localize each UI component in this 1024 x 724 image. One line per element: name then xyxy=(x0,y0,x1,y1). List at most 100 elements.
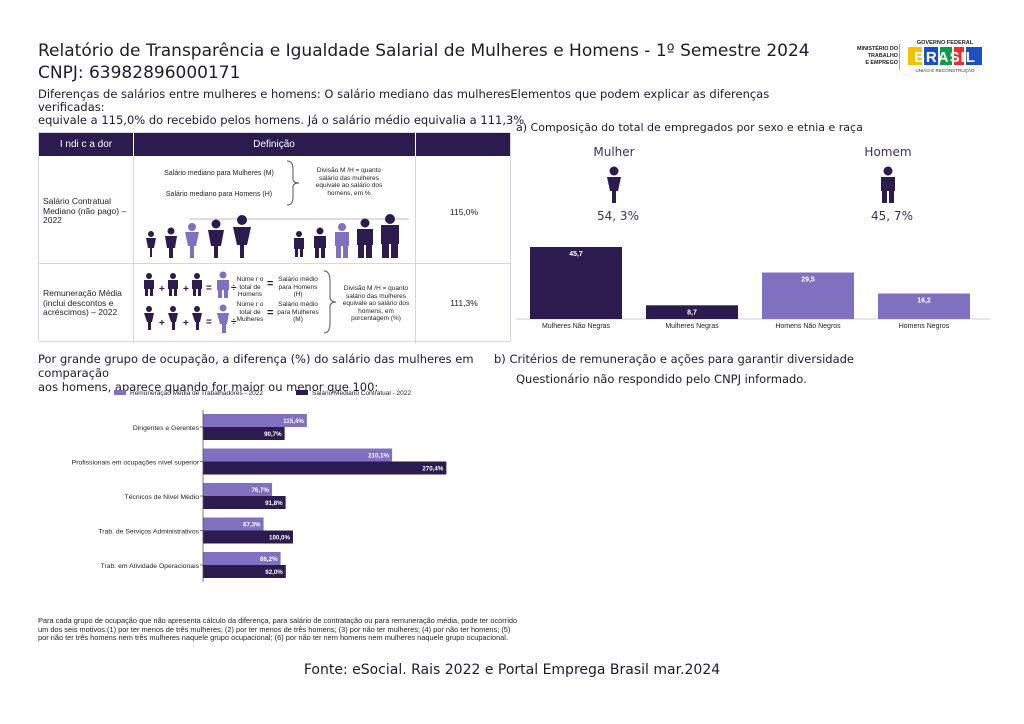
bar-salario-label: 270,4% xyxy=(422,466,443,473)
category-label: Profissionais em ocupações nível superio… xyxy=(72,460,200,467)
brace-icon xyxy=(323,270,337,334)
equals-icon: = xyxy=(267,278,274,290)
gov-bottom-text: UNIÃO E RECONSTRUÇÃO xyxy=(915,67,975,73)
report-title: Relatório de Transparência e Igualdade S… xyxy=(38,41,810,61)
bar-salario-label: 90,7% xyxy=(264,431,282,438)
ministerio-logo-line1: MINISTÉRIO DO xyxy=(856,46,898,52)
man-icon xyxy=(881,166,895,203)
bar-remuneracao-label: 76,7% xyxy=(251,487,269,494)
category-label: Dirigentes e Gerentes xyxy=(133,425,200,432)
ministerio-logo-line3: E EMPREGO xyxy=(865,60,898,66)
men-sum-icons: + + = ÷ xyxy=(144,271,237,298)
bar-salario-label: 91,8% xyxy=(265,500,283,507)
row2-label: Remuneração Média (inclui descontos e ac… xyxy=(43,288,122,317)
ministerio-logo-line2: TRABALHO xyxy=(867,53,898,59)
medio-homens-label: Salário médio para Homens (H) xyxy=(278,276,318,298)
category-label: Mulheres Não Negras xyxy=(542,323,611,330)
mulher-label: Mulher xyxy=(593,145,635,159)
woman-icon xyxy=(607,166,621,203)
bar-remuneracao-2 xyxy=(203,483,273,496)
woman-icon-group xyxy=(146,215,251,258)
category-label: Técnicos de Nível Médio xyxy=(125,494,200,501)
homem-label: Homem xyxy=(864,145,912,159)
svg-text:+: + xyxy=(183,284,189,295)
women-sum-icons: + + = ÷ xyxy=(144,304,237,333)
mediano-mulheres-label: Salário mediano para Mulheres (M) xyxy=(164,170,274,177)
column-divider xyxy=(415,156,416,343)
indicator-table: I ndi c a dor Definição Salário Contratu… xyxy=(38,132,511,343)
header-valor xyxy=(415,133,512,156)
svg-text:÷: ÷ xyxy=(231,317,237,328)
header-definicao: Definição xyxy=(253,139,295,150)
bar-salario-3 xyxy=(203,530,293,544)
svg-text:+: + xyxy=(159,318,165,329)
logo-divider xyxy=(899,44,900,70)
bar-remuneracao-label: 67,3% xyxy=(243,522,261,529)
legend-swatch-remuneracao xyxy=(114,390,126,395)
row-divider xyxy=(39,263,510,264)
criteria-title: b) Critérios de remuneração e ações para… xyxy=(494,352,855,366)
num-homens-label: Núme r o total de Homens xyxy=(236,276,264,298)
row1-value: 115,0% xyxy=(449,207,479,217)
header-indicador: I ndi c a dor xyxy=(59,139,113,150)
svg-text:+: + xyxy=(183,318,189,329)
bar-0 xyxy=(530,247,622,319)
salary-summary-line2: equivale a 115,0% do recebido pelos home… xyxy=(38,113,525,127)
bar-1 xyxy=(646,305,738,319)
governo-federal-logo: GOVERNO FEDERAL BRASIL UNIÃO E RECONSTRU… xyxy=(908,40,982,73)
svg-text:+: + xyxy=(159,284,165,295)
bar-remuneracao-3 xyxy=(203,517,264,531)
bar-remuneracao-label: 115,4% xyxy=(283,418,304,425)
bar-salario-4 xyxy=(203,565,286,578)
composition-title: a) Composição do total de empregados por… xyxy=(516,121,863,134)
num-mulheres-label: Núme r o total de Mulheres xyxy=(236,301,264,323)
bar-value-label: 29,5 xyxy=(801,277,815,284)
divisao-label-row2: Divisão M /H = quanto salário das mulher… xyxy=(342,285,410,322)
legend-label-remuneracao: Remuneração Média de Trabalhadores - 202… xyxy=(130,390,263,397)
people-sum-icons-row2: + + = ÷ + + = ÷ xyxy=(144,271,237,333)
bar-remuneracao-0 xyxy=(203,414,307,427)
report-title-block: Relatório de Transparência e Igualdade S… xyxy=(38,40,810,84)
mediano-homens-label: Salário mediano para Homens (H) xyxy=(165,191,273,198)
gov-brand-text: BRASIL xyxy=(914,49,976,66)
ministerio-logo: MINISTÉRIO DO TRABALHO E EMPREGO xyxy=(836,46,898,67)
bar-2 xyxy=(762,272,854,319)
category-label: Homens Não Negros xyxy=(775,323,841,330)
category-label: Mulheres Negras xyxy=(665,323,719,330)
svg-text:=: = xyxy=(206,317,212,328)
row1-label: Salário Contratual Mediano (não pago) – … xyxy=(43,196,127,225)
header-divider xyxy=(415,133,416,156)
bar-salario-1 xyxy=(203,461,447,475)
man-icon-group xyxy=(294,214,399,258)
svg-text:÷: ÷ xyxy=(231,283,237,294)
brace-icon xyxy=(286,160,300,206)
bar-remuneracao-1 xyxy=(203,448,393,462)
bar-salario-2 xyxy=(203,496,286,509)
divisao-label-row1: Divisão M /H = quanto salário das mulher… xyxy=(315,167,383,197)
people-icons-row1 xyxy=(146,214,409,258)
gov-top-text: GOVERNO FEDERAL xyxy=(917,40,974,46)
equals-icon: = xyxy=(267,307,274,319)
bar-salario-label: 100,0% xyxy=(269,535,290,542)
bar-remuneracao-label: 86,2% xyxy=(260,556,278,563)
salary-summary: Diferenças de salários entre mulheres e … xyxy=(38,88,773,127)
bar-value-label: 45,7 xyxy=(569,251,583,258)
bar-remuneracao-label: 210,1% xyxy=(368,453,389,460)
column-divider xyxy=(133,156,134,343)
medio-mulheres-label: Salário médio para Mulheres (M) xyxy=(277,301,319,323)
bar-salario-label: 92,0% xyxy=(265,569,283,576)
salary-summary-line1: Diferenças de salários entre mulheres e … xyxy=(38,87,770,114)
composition-bar-chart: 45,7 Mulheres Não Negras 8,7 Mulheres Negra… xyxy=(516,247,990,330)
cnpj: CNPJ: 63982896000171 xyxy=(38,63,241,83)
bar-salario-0 xyxy=(203,427,285,440)
category-label: Trab. em Atividade Operacionais xyxy=(101,563,200,570)
category-label: Homens Negros xyxy=(899,323,950,330)
occupation-bar-chart: Remuneração Média de Trabalhadores - 202… xyxy=(72,390,447,582)
header-divider xyxy=(133,133,134,156)
svg-text:=: = xyxy=(206,283,212,294)
category-label: Trab. de Serviços Administrativos xyxy=(98,529,199,536)
legend-swatch-salario xyxy=(296,390,308,395)
table-header: I ndi c a dor Definição xyxy=(39,133,510,156)
bar-3 xyxy=(878,293,970,319)
mulher-pct: 54, 3% xyxy=(597,209,639,223)
